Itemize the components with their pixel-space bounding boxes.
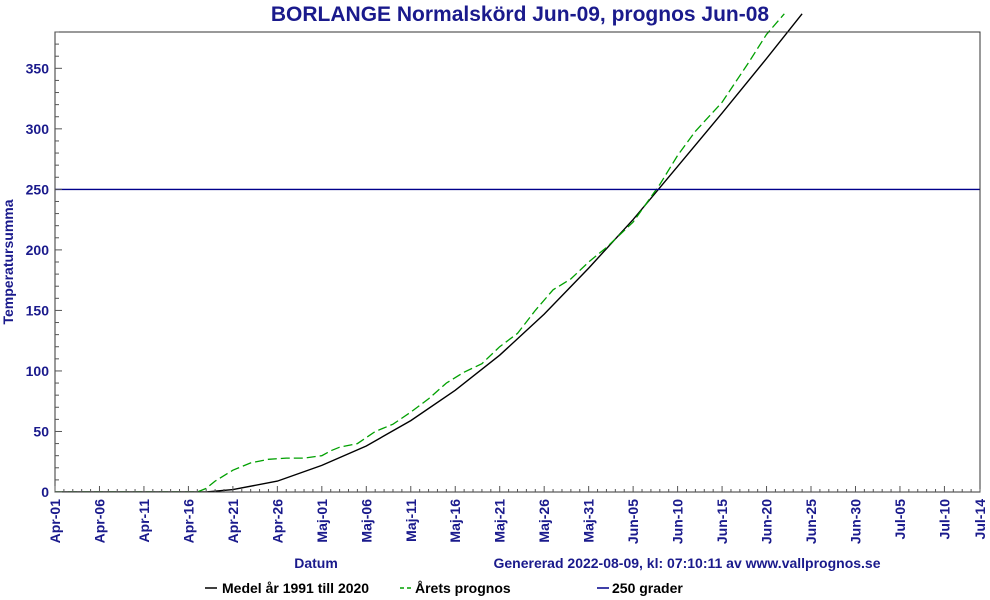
series-line — [55, 13, 785, 492]
x-tick-label: Maj-01 — [314, 499, 330, 543]
x-tick-label: Jul-14 — [972, 499, 988, 540]
x-tick-label: Maj-21 — [492, 499, 508, 543]
x-tick-label: Maj-16 — [447, 499, 463, 543]
y-tick-label: 150 — [26, 302, 50, 318]
x-tick-label: Jun-10 — [670, 499, 686, 544]
y-axis: 0 50 100 150 200 250 300 350 — [26, 31, 62, 500]
y-tick-label: 200 — [26, 242, 50, 258]
x-tick-label: Maj-06 — [358, 499, 374, 543]
legend-label: 250 grader — [612, 580, 683, 596]
x-tick-label: Apr-06 — [91, 499, 107, 544]
legend-label: Årets prognos — [415, 580, 511, 596]
y-tick-label: 50 — [33, 423, 49, 439]
series-line — [55, 13, 803, 492]
x-tick-label: Jun-05 — [625, 499, 641, 544]
x-tick-label: Apr-26 — [269, 499, 285, 544]
y-axis-title: Temperatursumma — [0, 199, 16, 324]
plot-lines — [55, 13, 980, 492]
chart-title: BORLANGE Normalskörd Jun-09, prognos Jun… — [271, 3, 770, 26]
x-tick-label: Apr-16 — [180, 499, 196, 544]
x-tick-label: Apr-21 — [225, 499, 241, 544]
x-tick-label: Apr-01 — [47, 499, 63, 544]
x-tick-label: Maj-26 — [536, 499, 552, 543]
x-tick-label: Jun-25 — [803, 499, 819, 544]
y-tick-label: 300 — [26, 121, 50, 137]
legend: Medel år 1991 till 2020 Årets prognos 250 … — [205, 580, 683, 596]
x-tick-label: Jul-05 — [892, 499, 908, 540]
x-tick-label: Jun-30 — [847, 499, 863, 544]
legend-label: Medel år 1991 till 2020 — [222, 580, 369, 596]
plot-frame — [54, 31, 981, 493]
y-tick-label: 0 — [41, 484, 49, 500]
x-tick-label: Maj-11 — [403, 499, 419, 542]
y-tick-label: 100 — [26, 363, 50, 379]
x-tick-label: Jun-20 — [759, 499, 775, 544]
x-tick-label: Maj-31 — [581, 499, 597, 543]
x-tick-label: Jul-10 — [936, 499, 952, 540]
x-tick-label: Jun-15 — [714, 499, 730, 544]
x-axis-title: Datum — [294, 555, 338, 571]
x-axis: Apr-01 Apr-06 Apr-11 Apr-16 Apr-21 Apr-26 Maj-… — [47, 486, 988, 544]
y-tick-label: 350 — [26, 60, 50, 76]
y-tick-label: 250 — [26, 181, 50, 197]
x-tick-label: Apr-11 — [136, 499, 152, 543]
generated-note: Genererad 2022-08-09, kl: 07:10:11 av ww… — [493, 555, 880, 571]
